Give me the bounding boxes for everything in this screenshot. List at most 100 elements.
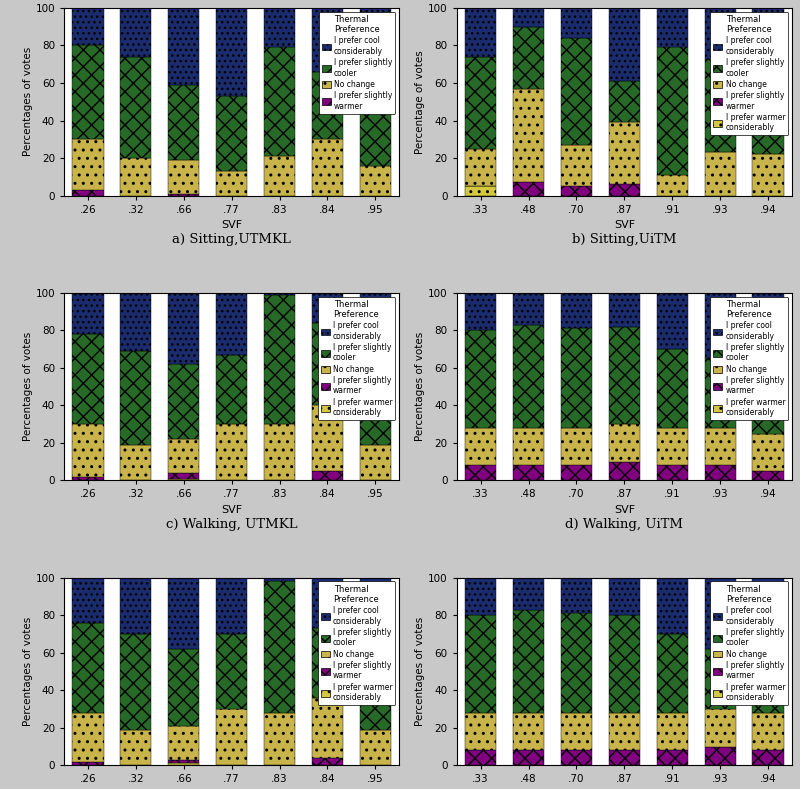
Bar: [561, 578, 592, 613]
Bar: [168, 764, 199, 765]
Bar: [72, 140, 103, 190]
X-axis label: SVF: SVF: [614, 505, 635, 515]
Bar: [168, 649, 199, 726]
Text: d) Walking, UiTM: d) Walking, UiTM: [566, 518, 683, 531]
Bar: [120, 730, 151, 765]
Bar: [513, 88, 544, 182]
Bar: [120, 578, 151, 634]
Bar: [465, 148, 496, 186]
Bar: [561, 712, 592, 750]
X-axis label: SVF: SVF: [221, 220, 242, 230]
Bar: [264, 293, 295, 294]
Bar: [312, 471, 343, 481]
Bar: [312, 293, 343, 323]
Bar: [705, 152, 736, 196]
Bar: [168, 293, 199, 364]
Bar: [168, 760, 199, 764]
Bar: [72, 46, 103, 140]
Bar: [312, 140, 343, 196]
Bar: [120, 8, 151, 57]
Bar: [561, 8, 592, 38]
Bar: [72, 712, 103, 761]
Bar: [657, 712, 688, 750]
Text: b) Sitting,UiTM: b) Sitting,UiTM: [572, 233, 677, 246]
Bar: [312, 628, 343, 697]
Bar: [753, 615, 784, 712]
Text: a) Sitting,UTMKL: a) Sitting,UTMKL: [172, 233, 291, 246]
Bar: [360, 355, 391, 445]
Bar: [753, 155, 784, 196]
Bar: [312, 578, 343, 628]
Bar: [465, 712, 496, 750]
Bar: [465, 750, 496, 765]
Bar: [513, 428, 544, 466]
Bar: [264, 294, 295, 424]
Bar: [360, 445, 391, 481]
Bar: [168, 479, 199, 481]
Bar: [168, 85, 199, 160]
Bar: [168, 473, 199, 479]
Bar: [264, 424, 295, 481]
Bar: [465, 466, 496, 481]
Bar: [312, 323, 343, 406]
Bar: [561, 613, 592, 712]
Bar: [216, 96, 247, 171]
Bar: [753, 433, 784, 471]
Legend: I prefer cool
considerably, I prefer slightly
cooler, No change, I prefer slight: I prefer cool considerably, I prefer sli…: [710, 12, 788, 135]
Bar: [513, 578, 544, 610]
Bar: [609, 424, 640, 462]
Bar: [657, 293, 688, 349]
Bar: [168, 193, 199, 196]
Bar: [264, 712, 295, 765]
Bar: [705, 466, 736, 481]
Bar: [513, 27, 544, 88]
Y-axis label: Percentages of votes: Percentages of votes: [22, 47, 33, 156]
Bar: [360, 166, 391, 196]
Bar: [168, 726, 199, 760]
Bar: [753, 471, 784, 481]
Bar: [360, 8, 391, 77]
Bar: [72, 190, 103, 196]
Bar: [72, 477, 103, 481]
Bar: [705, 58, 736, 152]
Bar: [657, 466, 688, 481]
Bar: [360, 730, 391, 765]
Y-axis label: Percentages of votes: Percentages of votes: [22, 332, 33, 441]
Bar: [216, 171, 247, 196]
Bar: [513, 182, 544, 196]
Bar: [465, 578, 496, 615]
Bar: [72, 578, 103, 623]
Bar: [609, 578, 640, 615]
Bar: [216, 634, 247, 709]
Bar: [705, 709, 736, 746]
Bar: [513, 325, 544, 428]
Bar: [513, 8, 544, 27]
Bar: [120, 293, 151, 351]
X-axis label: SVF: SVF: [614, 220, 635, 230]
Bar: [168, 578, 199, 649]
Bar: [465, 428, 496, 466]
Bar: [465, 331, 496, 428]
Text: c) Walking, UTMKL: c) Walking, UTMKL: [166, 518, 298, 531]
Bar: [561, 293, 592, 328]
Bar: [120, 57, 151, 158]
Bar: [168, 8, 199, 85]
Legend: I prefer cool
considerably, I prefer slightly
cooler, No change, I prefer slight: I prefer cool considerably, I prefer sli…: [318, 297, 395, 421]
Bar: [465, 8, 496, 57]
Bar: [561, 428, 592, 466]
Bar: [561, 38, 592, 145]
Bar: [705, 649, 736, 709]
Legend: I prefer cool
considerably, I prefer slightly
cooler, No change, I prefer slight: I prefer cool considerably, I prefer sli…: [710, 297, 788, 421]
Bar: [72, 8, 103, 46]
Bar: [264, 581, 295, 712]
Bar: [753, 331, 784, 433]
Bar: [120, 445, 151, 481]
Bar: [561, 145, 592, 186]
Y-axis label: Percentages of votes: Percentages of votes: [415, 332, 426, 441]
Bar: [216, 424, 247, 481]
Bar: [609, 293, 640, 327]
Legend: I prefer cool
considerably, I prefer slightly
cooler, No change, I prefer slight: I prefer cool considerably, I prefer sli…: [318, 581, 395, 705]
Bar: [657, 750, 688, 765]
Bar: [72, 761, 103, 765]
Bar: [168, 160, 199, 193]
